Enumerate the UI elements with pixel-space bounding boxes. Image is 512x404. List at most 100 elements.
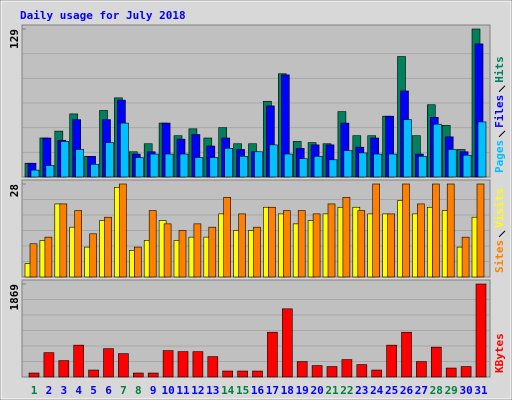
bar	[105, 142, 114, 178]
bar	[134, 246, 142, 278]
bar	[446, 183, 455, 278]
bar	[119, 183, 127, 278]
bar	[328, 159, 338, 178]
bar	[135, 157, 144, 178]
bar	[432, 123, 442, 178]
bar	[45, 165, 55, 178]
x-tick-label: 19	[296, 384, 309, 397]
bar	[326, 366, 338, 378]
bar	[297, 210, 306, 278]
y-tick-label: 129	[8, 29, 21, 49]
bar	[371, 369, 383, 378]
x-tick-label: 28	[430, 384, 443, 397]
x-tick-label: 30	[459, 384, 472, 397]
x-tick-label: 24	[370, 384, 384, 397]
bar	[29, 243, 38, 278]
bar	[60, 141, 70, 178]
bar	[403, 119, 412, 178]
bar	[311, 365, 323, 378]
bar	[269, 144, 278, 178]
bar	[148, 210, 157, 278]
bar	[312, 213, 321, 278]
bar	[177, 351, 189, 378]
bar	[88, 369, 99, 378]
bar	[208, 226, 217, 278]
legend-label: KBytes	[493, 333, 506, 373]
bar	[341, 359, 353, 378]
bar	[149, 153, 159, 178]
bar	[89, 233, 97, 278]
chart-title: Daily usage for July 2018	[20, 9, 186, 22]
bar	[58, 360, 70, 378]
x-tick-label: 17	[266, 384, 279, 397]
legend-label: Sites	[493, 240, 506, 273]
x-tick-label: 5	[90, 384, 97, 397]
x-tick-label: 23	[355, 384, 368, 397]
bar	[133, 372, 144, 378]
bar	[59, 203, 68, 278]
bar	[430, 346, 442, 378]
x-tick-label: 20	[310, 384, 323, 397]
x-tick-label: 16	[251, 384, 265, 397]
legend-separator	[498, 130, 506, 138]
bar	[268, 206, 276, 278]
bar	[224, 148, 233, 178]
bar	[416, 361, 427, 378]
bar	[147, 372, 159, 378]
legend-label: Pages	[493, 140, 506, 173]
bar	[103, 348, 114, 378]
x-tick-label: 6	[105, 384, 112, 397]
x-tick-label: 10	[161, 384, 174, 397]
x-tick-label: 18	[281, 384, 294, 397]
bar	[239, 156, 248, 178]
legend-separator	[498, 85, 506, 93]
x-tick-label: 22	[340, 384, 353, 397]
y-tick-label: 1869	[8, 284, 21, 311]
bar	[74, 210, 82, 278]
legend-label: Files	[493, 95, 506, 128]
bar	[402, 183, 410, 278]
bar	[223, 196, 231, 278]
bar	[387, 213, 395, 278]
bar	[238, 213, 246, 278]
x-tick-label: 3	[60, 384, 67, 397]
bar	[178, 230, 187, 278]
x-tick-label: 8	[135, 384, 142, 397]
x-tick-label: 27	[415, 384, 428, 397]
x-tick-label: 31	[474, 384, 488, 397]
bar	[313, 156, 323, 178]
bar	[237, 370, 248, 378]
bar	[192, 351, 204, 378]
bar	[118, 353, 129, 378]
bar	[358, 152, 368, 178]
legend-label: Visits	[493, 188, 506, 228]
bar	[120, 122, 129, 178]
bar	[298, 158, 308, 178]
bar	[372, 183, 381, 278]
bar	[357, 210, 366, 278]
bar	[445, 367, 457, 378]
bar	[461, 236, 470, 278]
bar	[267, 331, 278, 378]
bar	[30, 169, 40, 178]
bar	[401, 331, 412, 378]
bar	[209, 157, 219, 178]
bar	[28, 372, 40, 378]
bar	[462, 154, 472, 178]
bar	[342, 196, 351, 278]
bar	[327, 203, 336, 278]
bar	[476, 183, 485, 278]
bar	[163, 223, 172, 278]
x-tick-label: 1	[31, 384, 38, 397]
x-tick-label: 7	[120, 384, 127, 397]
bar	[193, 223, 202, 278]
x-tick-label: 14	[221, 384, 235, 397]
bar	[283, 153, 293, 178]
bar	[252, 370, 263, 378]
bar	[431, 183, 440, 278]
x-tick-label: 12	[191, 384, 204, 397]
x-tick-label: 25	[385, 384, 398, 397]
bar	[44, 236, 53, 278]
bar	[418, 156, 427, 178]
